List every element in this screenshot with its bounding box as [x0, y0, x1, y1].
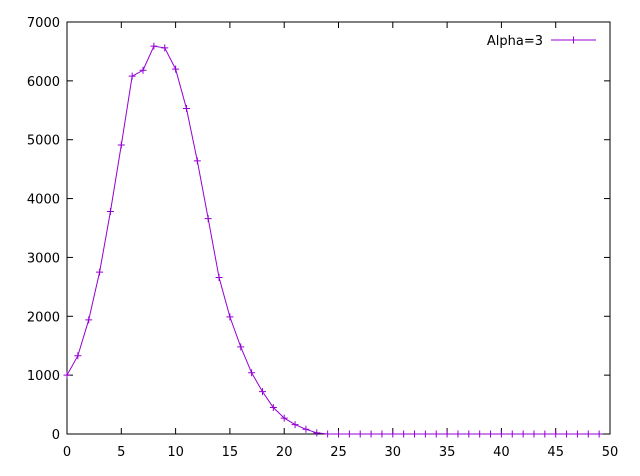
- data-point: [432, 430, 440, 438]
- data-point: [182, 105, 190, 113]
- x-tick-label: 50: [602, 445, 619, 460]
- data-point: [215, 273, 223, 281]
- y-tick-label: 7000: [27, 16, 60, 31]
- y-axis-ticks: 0 1000 2000 3000 4000 5000 6000 7000: [27, 16, 610, 443]
- data-point: [139, 66, 147, 74]
- x-tick-label: 30: [385, 445, 402, 460]
- legend-label: Alpha=3: [487, 34, 543, 49]
- legend: Alpha=3: [487, 34, 596, 49]
- data-point: [487, 430, 495, 438]
- data-point: [400, 430, 408, 438]
- data-point: [313, 429, 321, 437]
- data-point: [280, 414, 288, 422]
- data-point: [161, 44, 169, 52]
- data-point: [269, 404, 277, 412]
- data-point: [378, 430, 386, 438]
- data-point: [508, 430, 516, 438]
- x-tick-label: 5: [117, 445, 125, 460]
- data-point: [226, 313, 234, 321]
- x-tick-label: 40: [493, 445, 510, 460]
- data-point: [411, 430, 419, 438]
- data-point: [595, 430, 603, 438]
- data-point: [530, 430, 538, 438]
- data-point: [552, 430, 560, 438]
- y-tick-label: 3000: [27, 251, 60, 266]
- data-point: [302, 425, 310, 433]
- data-point: [573, 430, 581, 438]
- data-point: [454, 430, 462, 438]
- data-point: [563, 430, 571, 438]
- x-tick-label: 35: [439, 445, 456, 460]
- data-point: [258, 388, 266, 396]
- x-tick-label: 0: [63, 445, 71, 460]
- y-tick-label: 1000: [27, 369, 60, 384]
- data-point: [237, 343, 245, 351]
- series-layer: [63, 42, 603, 438]
- y-tick-label: 2000: [27, 310, 60, 325]
- data-point: [335, 430, 342, 438]
- data-point: [128, 72, 136, 80]
- x-tick-label: 25: [330, 445, 347, 460]
- x-tick-label: 45: [547, 445, 564, 460]
- data-point: [291, 421, 299, 429]
- x-axis-ticks: 0 5 10 15 20 25 30 35 40 45 50: [63, 22, 618, 460]
- series-line: [66, 45, 600, 435]
- data-point: [367, 430, 375, 438]
- data-point: [117, 141, 125, 149]
- x-tick-label: 20: [276, 445, 293, 460]
- data-point: [465, 430, 473, 438]
- data-point: [106, 208, 114, 216]
- data-point: [519, 430, 527, 438]
- x-tick-label: 10: [167, 445, 184, 460]
- data-point: [248, 369, 256, 377]
- y-tick-label: 4000: [27, 193, 60, 208]
- data-point: [497, 430, 505, 438]
- x-tick-label: 15: [222, 445, 239, 460]
- data-point: [193, 157, 201, 165]
- data-point: [172, 65, 180, 73]
- data-point: [345, 430, 353, 438]
- data-point: [476, 430, 484, 438]
- data-point: [584, 430, 592, 438]
- y-tick-label: 6000: [27, 75, 60, 90]
- data-point: [356, 430, 364, 438]
- data-point: [150, 42, 158, 50]
- data-point: [443, 430, 451, 438]
- legend-marker: [570, 36, 577, 44]
- data-point: [421, 430, 429, 438]
- y-tick-label: 5000: [27, 134, 60, 149]
- data-point: [324, 430, 332, 438]
- data-point: [63, 371, 71, 379]
- data-point: [204, 215, 212, 223]
- data-point: [541, 430, 549, 438]
- y-tick-label: 0: [52, 428, 60, 443]
- plot-frame: [66, 21, 611, 435]
- data-point: [389, 430, 397, 438]
- data-point: [74, 352, 82, 360]
- data-point: [85, 316, 93, 324]
- data-point: [96, 268, 104, 276]
